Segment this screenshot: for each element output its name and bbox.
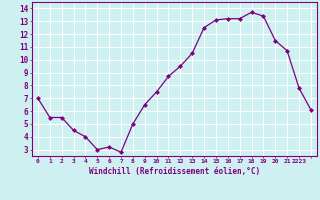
X-axis label: Windchill (Refroidissement éolien,°C): Windchill (Refroidissement éolien,°C) — [89, 167, 260, 176]
